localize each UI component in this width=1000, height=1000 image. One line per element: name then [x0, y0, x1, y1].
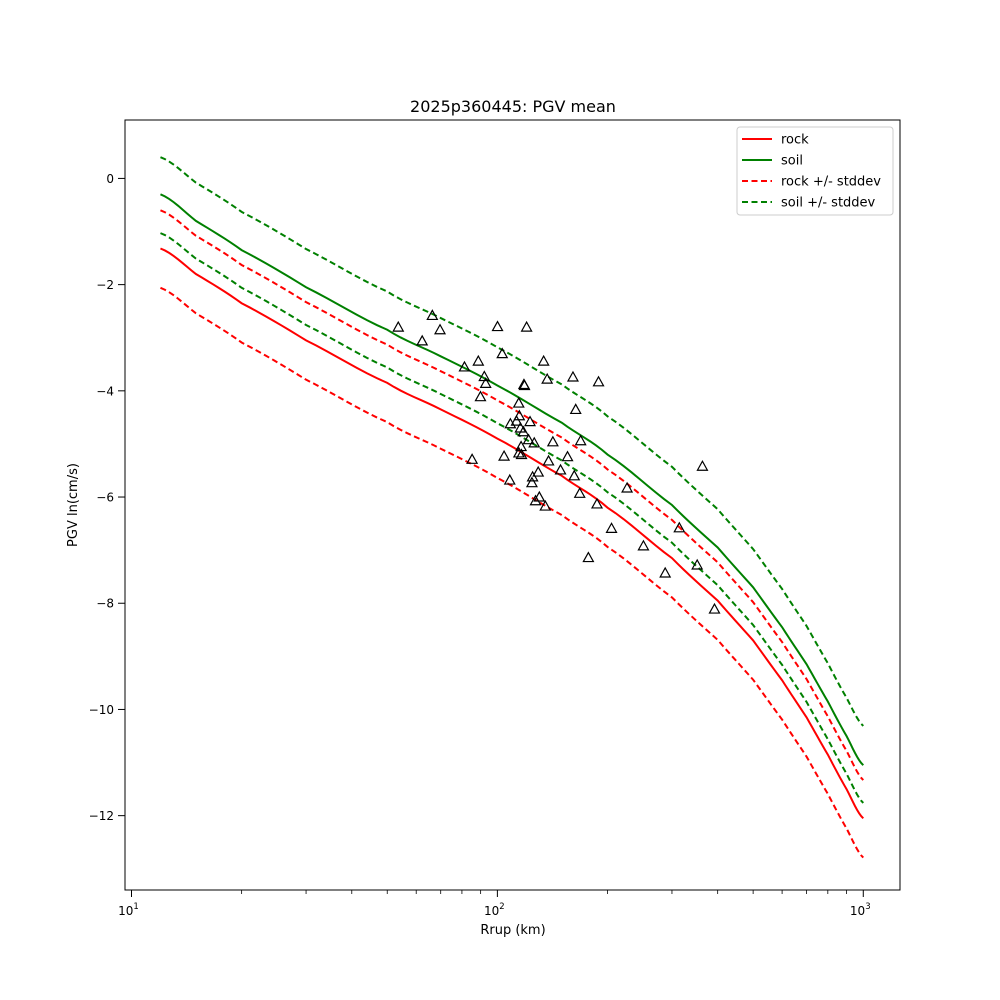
observation-point	[605, 522, 618, 533]
observation-point	[542, 454, 555, 466]
observation-point	[529, 494, 542, 506]
y-tick-label: −10	[89, 703, 114, 717]
x-tick-label-exponent: 2	[499, 902, 504, 912]
x-tick-label-base: 10	[484, 904, 499, 918]
observation-point	[537, 354, 550, 366]
series-line-rock-stddev-upper	[160, 209, 865, 781]
observation-point	[546, 435, 559, 447]
series-line-soil-stddev-lower	[160, 232, 865, 804]
x-tick-label: 101	[118, 902, 139, 918]
y-axis-ticks: 0 −2 −4 −6 −8 −10 −12	[89, 172, 125, 823]
observation-point	[561, 450, 574, 462]
observation-point	[637, 539, 650, 551]
observation-point	[510, 414, 523, 426]
y-axis-label: PGV ln(cm/s)	[66, 463, 81, 547]
observation-point	[569, 403, 582, 415]
x-tick-label-base: 10	[118, 904, 133, 918]
observation-point	[541, 372, 554, 384]
observation-point	[566, 370, 579, 382]
x-tick-label: 103	[850, 902, 871, 918]
x-tick-label: 102	[484, 902, 505, 918]
x-tick-label-exponent: 1	[133, 902, 138, 912]
observation-point	[474, 390, 487, 402]
observation-point	[512, 446, 525, 458]
observation-point	[673, 521, 686, 533]
observation-point	[513, 409, 526, 421]
observation-point	[479, 377, 492, 388]
legend-label-soil: soil	[781, 154, 803, 169]
observation-point	[525, 476, 538, 488]
observation-point	[659, 566, 672, 578]
series-layer	[160, 156, 865, 859]
observation-point	[434, 323, 447, 335]
y-tick-label: 0	[106, 172, 114, 186]
x-tick-label-base: 10	[850, 904, 865, 918]
series-line-rock-stddev-lower	[160, 286, 865, 859]
observation-point	[696, 459, 709, 471]
legend-label-rock: rock	[781, 133, 809, 148]
observation-point	[568, 469, 581, 481]
observation-point	[520, 320, 533, 332]
y-tick-label: −6	[96, 491, 114, 505]
y-tick-label: −12	[89, 809, 114, 823]
observation-point	[416, 334, 429, 346]
observation-point	[691, 558, 704, 570]
observation-point	[523, 415, 537, 427]
observation-point	[522, 433, 535, 445]
y-tick-label: −8	[96, 597, 114, 611]
legend-label-rock-stddev: rock +/- stddev	[781, 175, 881, 190]
observation-point	[426, 309, 439, 321]
observation-point	[528, 436, 541, 448]
observation-point	[526, 470, 539, 482]
series-line-soil-stddev-upper	[160, 156, 864, 727]
observation-point	[517, 425, 530, 437]
observation-point	[472, 354, 485, 366]
observation-point	[503, 473, 516, 485]
observation-point	[532, 465, 545, 477]
plot-frame	[124, 119, 901, 891]
x-axis-ticks: 101 102 103	[118, 890, 871, 918]
series-line-soil	[160, 193, 865, 766]
y-tick-label: −4	[96, 384, 114, 398]
observation-point	[512, 396, 525, 408]
observation-point	[533, 490, 546, 502]
observation-point	[539, 499, 552, 511]
legend: rock soil rock +/- stddev soil +/- stddev	[736, 126, 894, 216]
legend-box	[736, 126, 894, 216]
observation-point	[392, 320, 405, 332]
series-line-rock	[160, 247, 865, 819]
observation-point	[496, 347, 509, 359]
x-tick-label-exponent: 3	[865, 902, 870, 912]
legend-label-soil-stddev: soil +/- stddev	[781, 196, 876, 211]
chart-title: 2025p360445: PGV mean	[410, 97, 616, 116]
x-axis-label: Rrup (km)	[480, 923, 545, 938]
observation-point	[498, 449, 511, 461]
observation-markers	[392, 309, 721, 614]
observation-point	[466, 453, 479, 464]
observation-point	[574, 434, 587, 446]
y-tick-label: −2	[96, 278, 114, 292]
observation-point	[621, 481, 634, 493]
observation-point	[590, 497, 604, 509]
observation-point	[491, 320, 504, 332]
observation-point	[592, 375, 605, 387]
observation-point	[518, 379, 531, 391]
observation-point	[458, 360, 471, 372]
observation-point	[515, 448, 528, 460]
observation-point	[582, 551, 595, 563]
observation-point	[554, 463, 567, 475]
observation-point	[573, 487, 586, 498]
observation-point	[708, 602, 721, 614]
